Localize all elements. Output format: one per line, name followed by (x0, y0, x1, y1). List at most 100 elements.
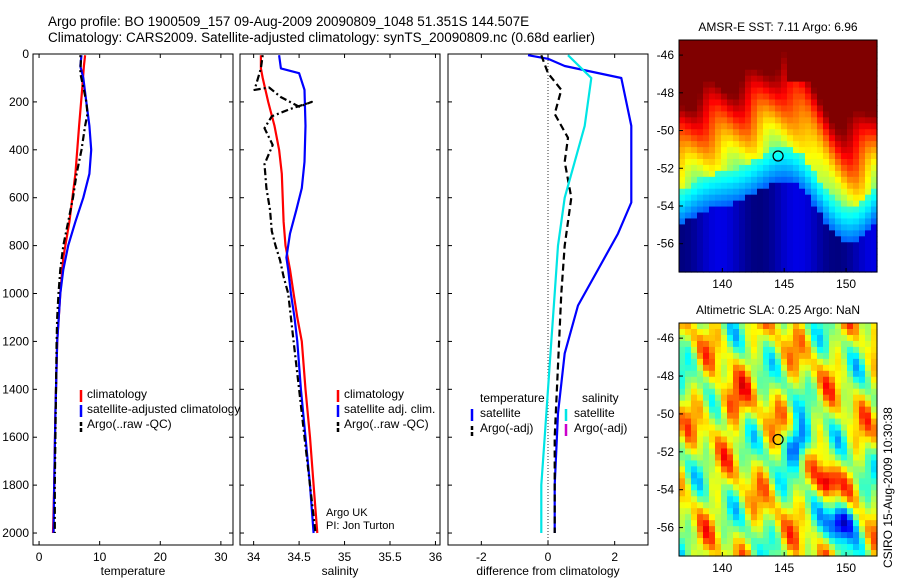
heatmap-cell (823, 206, 830, 214)
heatmap-cell (865, 141, 872, 148)
heatmap-cell (703, 236, 710, 243)
heatmap-cell (829, 448, 836, 456)
heatmap-cell (757, 484, 764, 491)
heatmap-cell (697, 188, 704, 196)
heatmap-cell (865, 328, 872, 336)
heatmap-cell (829, 170, 836, 178)
heatmap-cell (835, 340, 842, 348)
heatmap-cell (841, 460, 848, 467)
heatmap-cell (829, 242, 836, 249)
heatmap-cell (697, 266, 704, 273)
heatmap-cell (691, 170, 698, 178)
heatmap-cell (757, 105, 764, 112)
heatmap-cell (721, 454, 728, 462)
heatmap-cell (847, 260, 854, 267)
heatmap-cell (871, 358, 878, 366)
heatmap-cell (787, 520, 794, 527)
heatmap-cell (799, 75, 806, 83)
heatmap-cell (769, 358, 776, 366)
heatmap-cell (697, 442, 704, 450)
heatmap-cell (685, 323, 692, 330)
heatmap-cell (829, 418, 836, 426)
heatmap-cell (703, 99, 710, 107)
heatmap-cell (793, 370, 800, 378)
heatmap-cell (787, 496, 794, 503)
heatmap-cell (835, 254, 842, 261)
heatmap-cell (703, 514, 710, 521)
heatmap-cell (805, 454, 812, 462)
heatmap-cell (697, 87, 704, 95)
heatmap-cell (757, 538, 764, 545)
heatmap-cell (739, 394, 746, 402)
heatmap-cell (865, 69, 872, 77)
heatmap-cell (835, 490, 842, 497)
heatmap-cell (721, 57, 728, 65)
x-tick-label: 35 (338, 550, 352, 564)
heatmap-cell (865, 388, 872, 396)
heatmap-cell (811, 81, 818, 89)
heatmap-cell (775, 230, 782, 237)
heatmap-cell (775, 212, 782, 220)
heatmap-cell (871, 502, 878, 509)
heatmap-cell (721, 472, 728, 479)
heatmap-cell (697, 514, 704, 521)
heatmap-cell (733, 478, 740, 485)
heatmap-cell (805, 45, 812, 53)
heatmap-cell (811, 111, 818, 118)
heatmap-cell (739, 218, 746, 226)
heatmap-cell (685, 105, 692, 112)
heatmap-cell (829, 323, 836, 330)
heatmap-cell (775, 182, 782, 190)
heatmap-cell (733, 218, 740, 226)
heatmap-cell (739, 105, 746, 112)
heatmap-cell (859, 212, 866, 220)
heatmap-cell (709, 496, 716, 503)
heatmap-cell (727, 266, 734, 273)
heatmap-cell (811, 370, 818, 378)
heatmap-cell (823, 370, 830, 378)
heatmap-cell (811, 538, 818, 545)
heatmap-cell (685, 236, 692, 243)
heatmap-cell (697, 200, 704, 208)
heatmap-cell (835, 164, 842, 172)
heatmap-cell (703, 45, 710, 53)
heatmap-cell (817, 176, 824, 184)
heatmap-cell (859, 430, 866, 438)
heatmap-cell (871, 218, 878, 226)
heatmap-cell (757, 141, 764, 148)
heatmap-cell (715, 57, 722, 65)
heatmap-cell (697, 224, 704, 231)
heatmap-cell (793, 358, 800, 366)
heatmap-cell (775, 176, 782, 184)
heatmap-cell (739, 352, 746, 360)
heatmap-cell (691, 346, 698, 354)
heatmap-cell (703, 206, 710, 214)
heatmap-cell (769, 147, 776, 154)
heatmap-cell (709, 254, 716, 261)
heatmap-cell (763, 147, 770, 154)
heatmap-cell (799, 81, 806, 89)
heatmap-cell (841, 69, 848, 77)
heatmap-cell (739, 75, 746, 83)
heatmap-cell (799, 200, 806, 208)
heatmap-cell (763, 442, 770, 450)
heatmap-cell (817, 496, 824, 503)
heatmap-cell (733, 346, 740, 354)
heatmap-cell (823, 406, 830, 414)
heatmap-cell (805, 147, 812, 154)
heatmap-cell (823, 51, 830, 59)
heatmap-cell (715, 218, 722, 226)
heatmap-cell (715, 466, 722, 473)
heatmap-cell (793, 87, 800, 95)
heatmap-cell (823, 224, 830, 231)
heatmap-cell (835, 105, 842, 112)
heatmap-cell (685, 532, 692, 539)
heatmap-cell (721, 266, 728, 273)
heatmap-cell (775, 436, 782, 444)
heatmap-cell (757, 224, 764, 231)
heatmap-cell (715, 194, 722, 202)
heatmap-cell (847, 230, 854, 237)
heatmap-cell (859, 75, 866, 83)
heatmap-cell (769, 63, 776, 71)
heatmap-cell (745, 153, 752, 160)
